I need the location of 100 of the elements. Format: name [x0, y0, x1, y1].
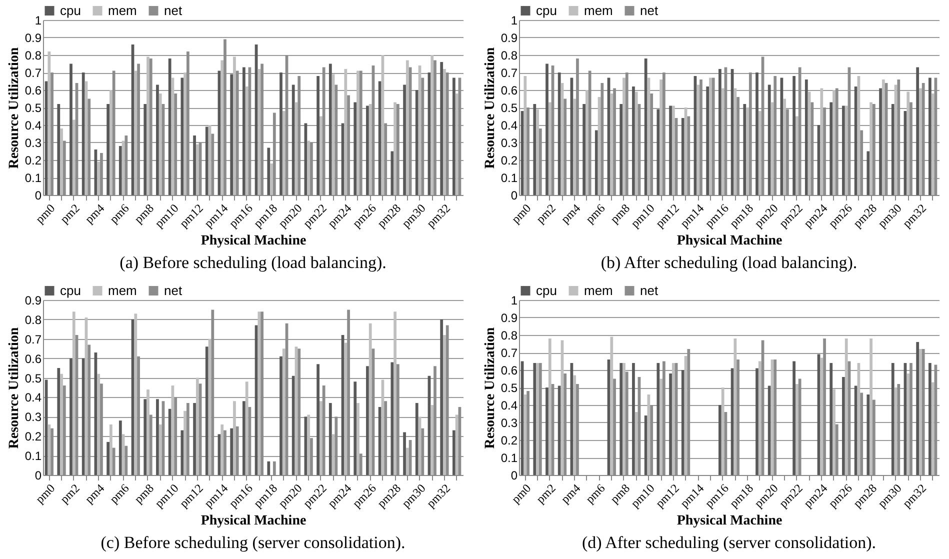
bar — [220, 60, 224, 195]
bar — [879, 88, 882, 195]
bar — [656, 109, 660, 195]
bar — [72, 120, 76, 195]
bar — [443, 69, 446, 195]
y-tick-label: 0.7 — [500, 346, 518, 360]
bar — [70, 64, 72, 195]
bar — [452, 78, 456, 195]
bar — [292, 376, 295, 475]
bar — [406, 60, 409, 195]
text: (d) After scheduling (server consolidation). — [582, 533, 876, 552]
bar — [82, 72, 85, 195]
y-tick-label: 0.2 — [500, 154, 518, 168]
bar — [158, 424, 162, 475]
bar — [280, 356, 282, 475]
bar — [582, 104, 586, 195]
bar — [307, 140, 310, 195]
bar — [796, 384, 798, 475]
bar — [866, 394, 870, 475]
y-tick-label: 0.8 — [500, 48, 518, 62]
bar — [354, 102, 357, 195]
bar — [672, 106, 675, 195]
bar — [672, 363, 675, 475]
bar — [681, 118, 684, 195]
bar — [430, 405, 434, 475]
text: (c) Before scheduling (server consolidation). — [100, 533, 406, 552]
bar — [660, 378, 662, 475]
bar — [820, 358, 824, 475]
y-tick-label: 0.1 — [24, 449, 42, 464]
bar — [368, 323, 372, 475]
y-tick-label: 0.3 — [500, 136, 518, 150]
bar — [366, 366, 369, 475]
bar — [931, 382, 934, 475]
bar — [594, 130, 598, 195]
bar — [48, 52, 51, 195]
bar — [292, 84, 295, 195]
bar — [267, 148, 270, 195]
bar — [768, 84, 771, 195]
bar — [548, 338, 552, 475]
bar — [390, 151, 394, 195]
bar — [440, 319, 444, 475]
bar — [783, 98, 786, 195]
bar — [320, 401, 322, 475]
y-tick-label: 0.1 — [500, 451, 518, 465]
y-tick-label: 0.3 — [500, 416, 518, 430]
bar — [316, 76, 320, 195]
bar — [546, 388, 548, 475]
bar — [928, 363, 932, 475]
bar — [844, 338, 848, 475]
bar — [644, 58, 648, 195]
y-tick-label: 0.4 — [500, 398, 518, 412]
bar — [415, 90, 418, 195]
y-axis-title: Resource Utilization — [6, 327, 22, 449]
bar — [524, 76, 527, 195]
y-tick-label: 0.5 — [500, 381, 518, 395]
bar — [230, 74, 234, 195]
bar — [656, 363, 660, 475]
bar — [415, 403, 418, 475]
bar — [455, 414, 458, 475]
bar — [546, 64, 548, 195]
bar — [634, 92, 638, 195]
legend-label: mem — [108, 282, 137, 298]
bar — [792, 76, 796, 195]
bar — [233, 56, 236, 195]
bar — [394, 102, 396, 195]
bar — [758, 361, 762, 475]
bar — [931, 94, 934, 195]
bar — [356, 70, 360, 195]
bar — [891, 363, 894, 475]
y-tick-label: 0.3 — [24, 410, 42, 424]
x-axis-title: Physical Machine — [676, 514, 782, 529]
bar — [48, 424, 51, 475]
bar — [394, 312, 396, 475]
bar — [280, 72, 282, 195]
bar — [156, 84, 159, 195]
bar — [558, 386, 561, 475]
bar — [573, 375, 576, 475]
bar — [743, 104, 746, 195]
bar — [328, 64, 332, 195]
bar — [756, 72, 758, 195]
bar — [282, 348, 286, 475]
bar — [282, 111, 286, 195]
y-tick-label: 0.5 — [24, 371, 42, 386]
bar — [721, 388, 724, 475]
bar — [844, 106, 848, 195]
bar — [82, 358, 85, 475]
bar — [180, 430, 184, 475]
bar — [696, 84, 700, 195]
y-axis-title: Resource Utilization — [6, 47, 22, 169]
bar — [440, 62, 444, 195]
bar — [156, 399, 159, 475]
bar — [242, 401, 246, 475]
bar — [832, 90, 836, 195]
bar — [205, 126, 208, 195]
bar — [854, 86, 858, 195]
bar — [430, 55, 434, 195]
bar — [706, 86, 710, 195]
bar — [891, 104, 894, 195]
legend-label: cpu — [536, 282, 557, 298]
bar — [245, 86, 248, 195]
